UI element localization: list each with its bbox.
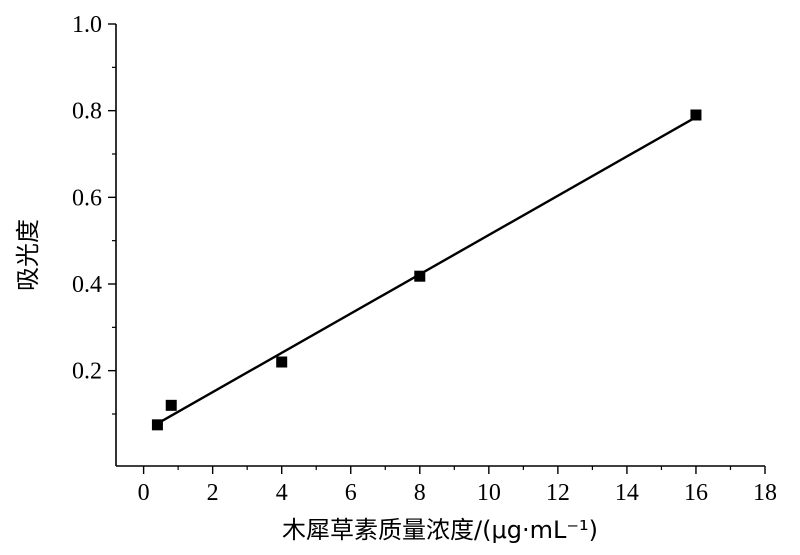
y-tick-label: 0.2 [72, 359, 102, 385]
data-point [151, 419, 163, 431]
x-tick-label: 0 [138, 480, 150, 506]
data-point [414, 270, 426, 282]
y-tick-label: 0.4 [72, 272, 102, 298]
x-tick-label: 4 [276, 480, 288, 506]
y-tick-label: 0.6 [72, 185, 102, 211]
tick-labels: 0 2 4 6 8 10 12 14 16 18 0.2 0.4 0.6 0.8 1.0 [72, 12, 777, 506]
x-axis-label: 木犀草素质量浓度/(μg·mL⁻¹) [282, 516, 598, 544]
data-point [276, 356, 288, 368]
x-tick-label: 12 [546, 480, 570, 506]
fit-line-group [156, 116, 697, 425]
data-point [165, 399, 177, 411]
y-tick-label: 0.8 [72, 99, 102, 125]
x-tick-label: 18 [753, 480, 777, 506]
x-tick-label: 8 [414, 480, 426, 506]
x-tick-label: 6 [345, 480, 357, 506]
data-points [151, 109, 702, 431]
y-tick-label: 1.0 [72, 12, 102, 38]
x-tick-label: 16 [684, 480, 708, 506]
x-tick-label: 2 [207, 480, 219, 506]
axes [108, 23, 766, 474]
fit-line [156, 116, 697, 425]
x-tick-label: 10 [477, 480, 501, 506]
y-axis-label: 吸光度 [14, 219, 42, 291]
data-point [690, 109, 702, 121]
x-tick-label: 14 [615, 480, 639, 506]
